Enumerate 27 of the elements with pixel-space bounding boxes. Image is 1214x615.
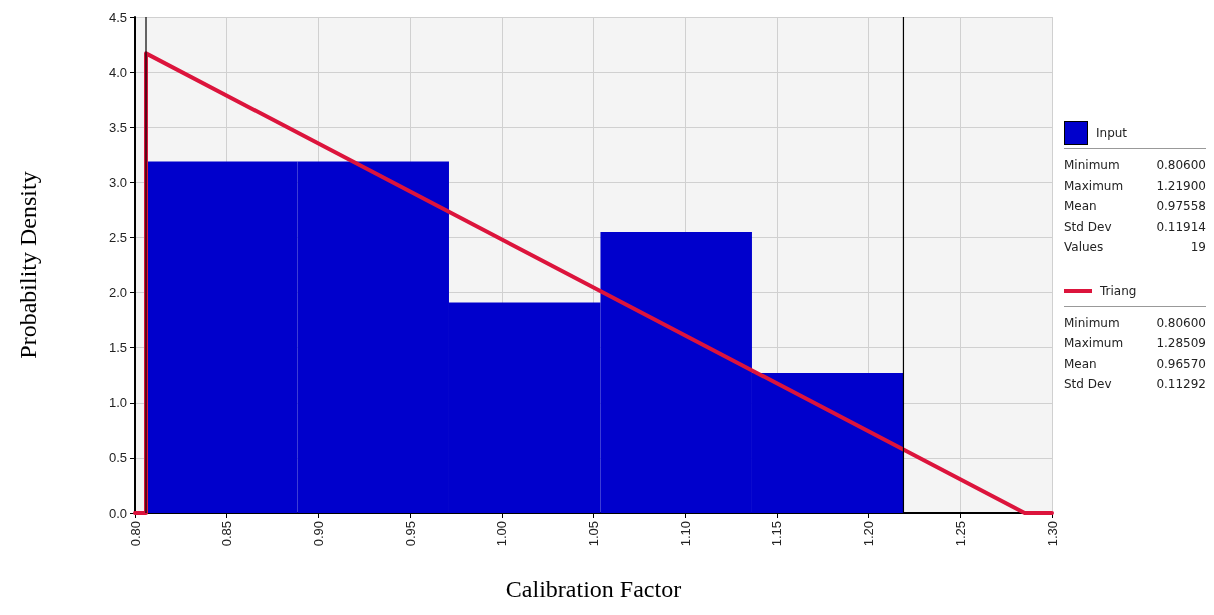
x-tick-label: 1.10 bbox=[677, 521, 693, 547]
y-tick-label: 1.5 bbox=[108, 340, 127, 356]
x-tick-label: 0.80 bbox=[127, 521, 143, 547]
y-tick-label: 4.0 bbox=[108, 64, 127, 80]
y-tick-label: 1.0 bbox=[108, 395, 127, 411]
x-tick-label: 1.05 bbox=[586, 521, 601, 547]
text: Minimum 0.80600 Maximum 1.28509 Mean 0.96570 Std Dev 0.11292 bbox=[1064, 315, 1206, 391]
y-tick-label: 3.5 bbox=[108, 119, 127, 135]
y-tick-label: 2.0 bbox=[108, 285, 127, 301]
y-tick-label: 2.5 bbox=[108, 229, 127, 245]
x-tick-label: 1.30 bbox=[1044, 521, 1060, 547]
text: Minimum 0.80600 Maximum 1.21900 Mean 0.97558 Std Dev 0.11914 Values 19 bbox=[1064, 158, 1206, 254]
legend-label: Input bbox=[1096, 126, 1128, 140]
x-tick-label: 0.90 bbox=[310, 521, 326, 547]
y-tick-label: 0.0 bbox=[108, 505, 127, 521]
x-tick-label: 1.00 bbox=[494, 521, 510, 547]
x-tick-label: 1.20 bbox=[861, 521, 877, 547]
x-axis-title: Calibration Factor bbox=[505, 576, 682, 602]
y-tick-label: 3.0 bbox=[108, 174, 127, 190]
y-axis-title: Probability Density bbox=[15, 171, 41, 359]
y-tick-label: 4.5 bbox=[108, 9, 127, 25]
x-tick-label: 1.15 bbox=[769, 521, 785, 547]
x-tick-label: 0.95 bbox=[402, 521, 418, 547]
y-tick-label: 0.5 bbox=[108, 450, 127, 466]
x-tick-label: 1.25 bbox=[952, 521, 968, 547]
x-tick-label: 0.85 bbox=[219, 521, 235, 547]
legend-label: Triang bbox=[1100, 283, 1137, 298]
